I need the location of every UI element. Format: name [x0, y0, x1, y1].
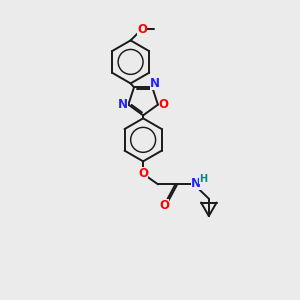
Text: O: O	[159, 199, 169, 212]
Text: H: H	[200, 174, 208, 184]
Text: O: O	[138, 167, 148, 180]
Text: N: N	[150, 76, 160, 90]
Text: N: N	[118, 98, 128, 110]
Text: N: N	[191, 177, 201, 190]
Text: O: O	[137, 22, 147, 36]
Text: O: O	[159, 98, 169, 111]
